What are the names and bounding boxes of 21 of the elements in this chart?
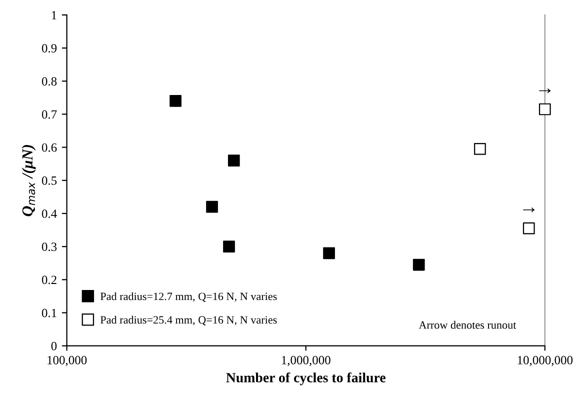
y-tick-label: 0.6 — [42, 143, 57, 152]
annotation: → — [523, 208, 535, 212]
y-tick-label: 0.2 — [42, 276, 56, 284]
x-tick-label: 1,000,000 — [282, 356, 330, 366]
y-axis-title: Q$_{max}$ /(μN) — [22, 145, 36, 216]
y-tick-label: 1 — [52, 11, 56, 20]
y-tick-label: 0.8 — [42, 77, 57, 86]
legend-label: Pad radius=12.7 mm, Q=16 N, N varies — [100, 292, 277, 302]
y-tick-label: 0.9 — [42, 44, 57, 53]
y-tick-label: 0.1 — [42, 308, 56, 318]
y-tick-label: 0.5 — [42, 176, 57, 185]
x-tick-label: 10,000,000 — [518, 356, 573, 366]
y-tick-label: 0.3 — [42, 242, 57, 252]
y-tick-label: 0.4 — [42, 210, 57, 218]
legend-label: Pad radius=25.4 mm, Q=16 N, N varies — [100, 316, 277, 326]
y-tick-label: 0.7 — [42, 110, 57, 119]
x-tick-label: 100,000 — [48, 356, 87, 366]
annotation: Arrow denotes runout — [418, 320, 516, 329]
annotation: → — [539, 88, 551, 94]
y-tick-label: 0 — [51, 342, 57, 350]
x-axis-title: Number of cycles to failure — [226, 372, 386, 386]
